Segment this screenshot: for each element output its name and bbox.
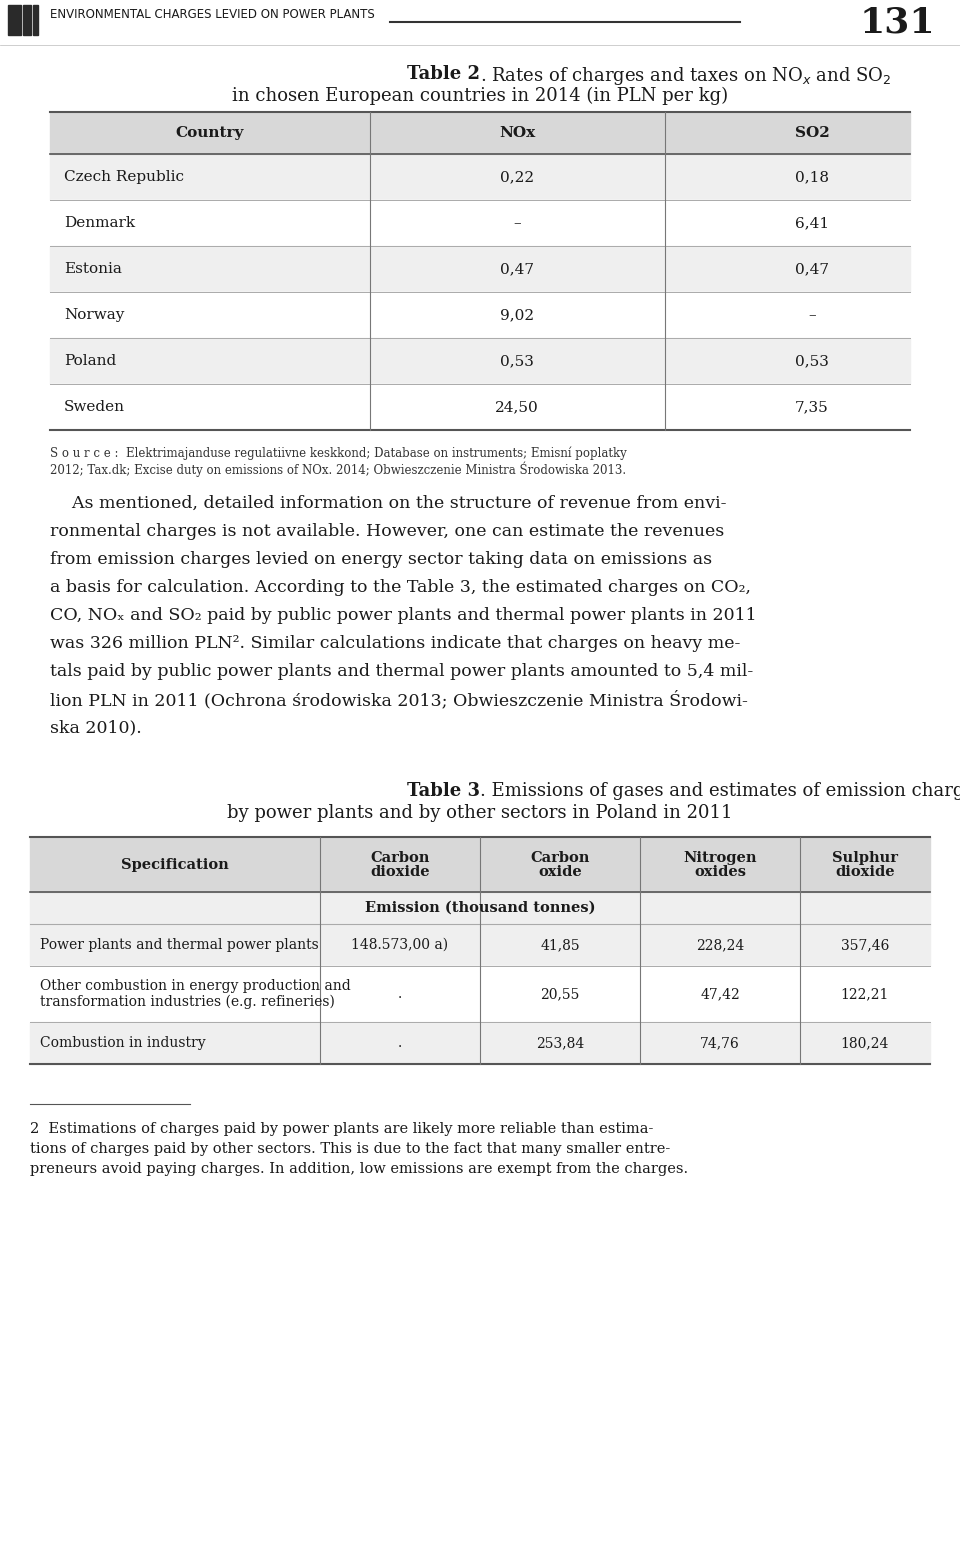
- Text: Table 3: Table 3: [407, 783, 480, 800]
- Text: 148.573,00 a): 148.573,00 a): [351, 939, 448, 953]
- Text: 6,41: 6,41: [795, 217, 829, 231]
- Text: by power plants and by other sectors in Poland in 2011: by power plants and by other sectors in …: [228, 804, 732, 822]
- Text: .: .: [397, 987, 402, 1001]
- Text: Specification: Specification: [121, 857, 228, 871]
- Text: from emission charges levied on energy sector taking data on emissions as: from emission charges levied on energy s…: [50, 550, 712, 567]
- Bar: [30, 967, 930, 1023]
- Bar: [50, 200, 910, 246]
- Text: 0,53: 0,53: [500, 354, 534, 368]
- Text: 0,18: 0,18: [795, 170, 829, 184]
- Bar: [50, 246, 910, 292]
- Bar: [30, 924, 930, 967]
- Text: Sulphur: Sulphur: [832, 851, 898, 865]
- Text: oxides: oxides: [694, 865, 746, 879]
- Text: NOx: NOx: [499, 126, 535, 140]
- Text: tions of charges paid by other sectors. This is due to the fact that many smalle: tions of charges paid by other sectors. …: [30, 1143, 670, 1157]
- Bar: [30, 1023, 930, 1063]
- Text: –: –: [514, 217, 521, 231]
- Bar: [50, 338, 910, 384]
- Text: Sweden: Sweden: [64, 401, 125, 415]
- Text: Emission (thousand tonnes): Emission (thousand tonnes): [365, 901, 595, 915]
- Text: Carbon: Carbon: [530, 851, 589, 865]
- Bar: [33, 5, 38, 34]
- Bar: [50, 384, 910, 430]
- Text: –: –: [808, 309, 816, 323]
- Text: S o u r c e :  Elektrimajanduse regulatiivne keskkond; Database on instruments; : S o u r c e : Elektrimajanduse regulatii…: [50, 446, 627, 460]
- Text: tals paid by public power plants and thermal power plants amounted to 5,4 mil-: tals paid by public power plants and the…: [50, 663, 754, 680]
- Text: 131: 131: [859, 5, 935, 39]
- Text: Czech Republic: Czech Republic: [64, 170, 184, 184]
- Text: 122,21: 122,21: [841, 987, 889, 1001]
- Text: . Rates of charges and taxes on NO$_x$ and SO$_2$: . Rates of charges and taxes on NO$_x$ a…: [480, 65, 891, 87]
- Text: 0,47: 0,47: [795, 262, 829, 276]
- Text: a basis for calculation. According to the Table 3, the estimated charges on CO₂,: a basis for calculation. According to th…: [50, 578, 751, 596]
- Text: in chosen European countries in 2014 (in PLN per kg): in chosen European countries in 2014 (in…: [232, 87, 728, 106]
- Bar: [8, 5, 21, 34]
- Text: Poland: Poland: [64, 354, 116, 368]
- Text: dioxide: dioxide: [835, 865, 895, 879]
- Text: Norway: Norway: [64, 309, 125, 323]
- Text: dioxide: dioxide: [371, 865, 430, 879]
- Text: oxide: oxide: [539, 865, 582, 879]
- Text: 357,46: 357,46: [841, 939, 889, 953]
- Text: CO, NOₓ and SO₂ paid by public power plants and thermal power plants in 2011: CO, NOₓ and SO₂ paid by public power pla…: [50, 606, 756, 624]
- Bar: [50, 112, 910, 154]
- Text: 7,35: 7,35: [795, 401, 828, 415]
- Text: Combustion in industry: Combustion in industry: [40, 1037, 205, 1051]
- Text: 0,22: 0,22: [500, 170, 534, 184]
- Text: 9,02: 9,02: [500, 309, 534, 323]
- Text: transformation industries (e.g. refineries): transformation industries (e.g. refineri…: [40, 995, 335, 1009]
- Text: Estonia: Estonia: [64, 262, 122, 276]
- Text: Denmark: Denmark: [64, 217, 135, 231]
- Bar: [50, 154, 910, 200]
- Text: preneurs avoid paying charges. In addition, low emissions are exempt from the ch: preneurs avoid paying charges. In additi…: [30, 1161, 688, 1175]
- Text: 0,47: 0,47: [500, 262, 534, 276]
- Text: Other combustion in energy production and: Other combustion in energy production an…: [40, 979, 350, 993]
- Text: ronmental charges is not available. However, one can estimate the revenues: ronmental charges is not available. Howe…: [50, 522, 724, 539]
- Text: 2012; Tax.dk; Excise duty on emissions of NOx. 2014; Obwieszczenie Ministra Środ: 2012; Tax.dk; Excise duty on emissions o…: [50, 461, 626, 477]
- Bar: [23, 5, 31, 34]
- Text: 0,53: 0,53: [795, 354, 828, 368]
- Text: .: .: [397, 1037, 402, 1051]
- Text: 253,84: 253,84: [536, 1037, 584, 1051]
- Text: As mentioned, detailed information on the structure of revenue from envi-: As mentioned, detailed information on th…: [50, 496, 727, 511]
- Text: lion PLN in 2011 (Ochrona środowiska 2013; Obwieszczenie Ministra Środowi-: lion PLN in 2011 (Ochrona środowiska 201…: [50, 691, 748, 709]
- Bar: [30, 892, 930, 924]
- Text: Nitrogen: Nitrogen: [684, 851, 756, 865]
- Text: SO2: SO2: [795, 126, 829, 140]
- Text: was 326 million PLN². Similar calculations indicate that charges on heavy me-: was 326 million PLN². Similar calculatio…: [50, 635, 740, 652]
- Text: Country: Country: [176, 126, 244, 140]
- Text: . Emissions of gases and estimates of emission charges paid: . Emissions of gases and estimates of em…: [480, 783, 960, 800]
- Text: 2  Estimations of charges paid by power plants are likely more reliable than est: 2 Estimations of charges paid by power p…: [30, 1122, 654, 1137]
- Text: 24,50: 24,50: [495, 401, 539, 415]
- Text: 47,42: 47,42: [700, 987, 740, 1001]
- Text: 180,24: 180,24: [841, 1037, 889, 1051]
- Text: 20,55: 20,55: [540, 987, 580, 1001]
- Text: 41,85: 41,85: [540, 939, 580, 953]
- Text: 74,76: 74,76: [700, 1037, 740, 1051]
- Text: Power plants and thermal power plants: Power plants and thermal power plants: [40, 939, 319, 953]
- Text: Carbon: Carbon: [371, 851, 430, 865]
- Bar: [50, 292, 910, 338]
- Text: Table 2: Table 2: [407, 65, 480, 83]
- Text: ska 2010).: ska 2010).: [50, 719, 142, 736]
- Text: ENVIRONMENTAL CHARGES LEVIED ON POWER PLANTS: ENVIRONMENTAL CHARGES LEVIED ON POWER PL…: [50, 8, 374, 20]
- Bar: [30, 837, 930, 892]
- Text: 228,24: 228,24: [696, 939, 744, 953]
